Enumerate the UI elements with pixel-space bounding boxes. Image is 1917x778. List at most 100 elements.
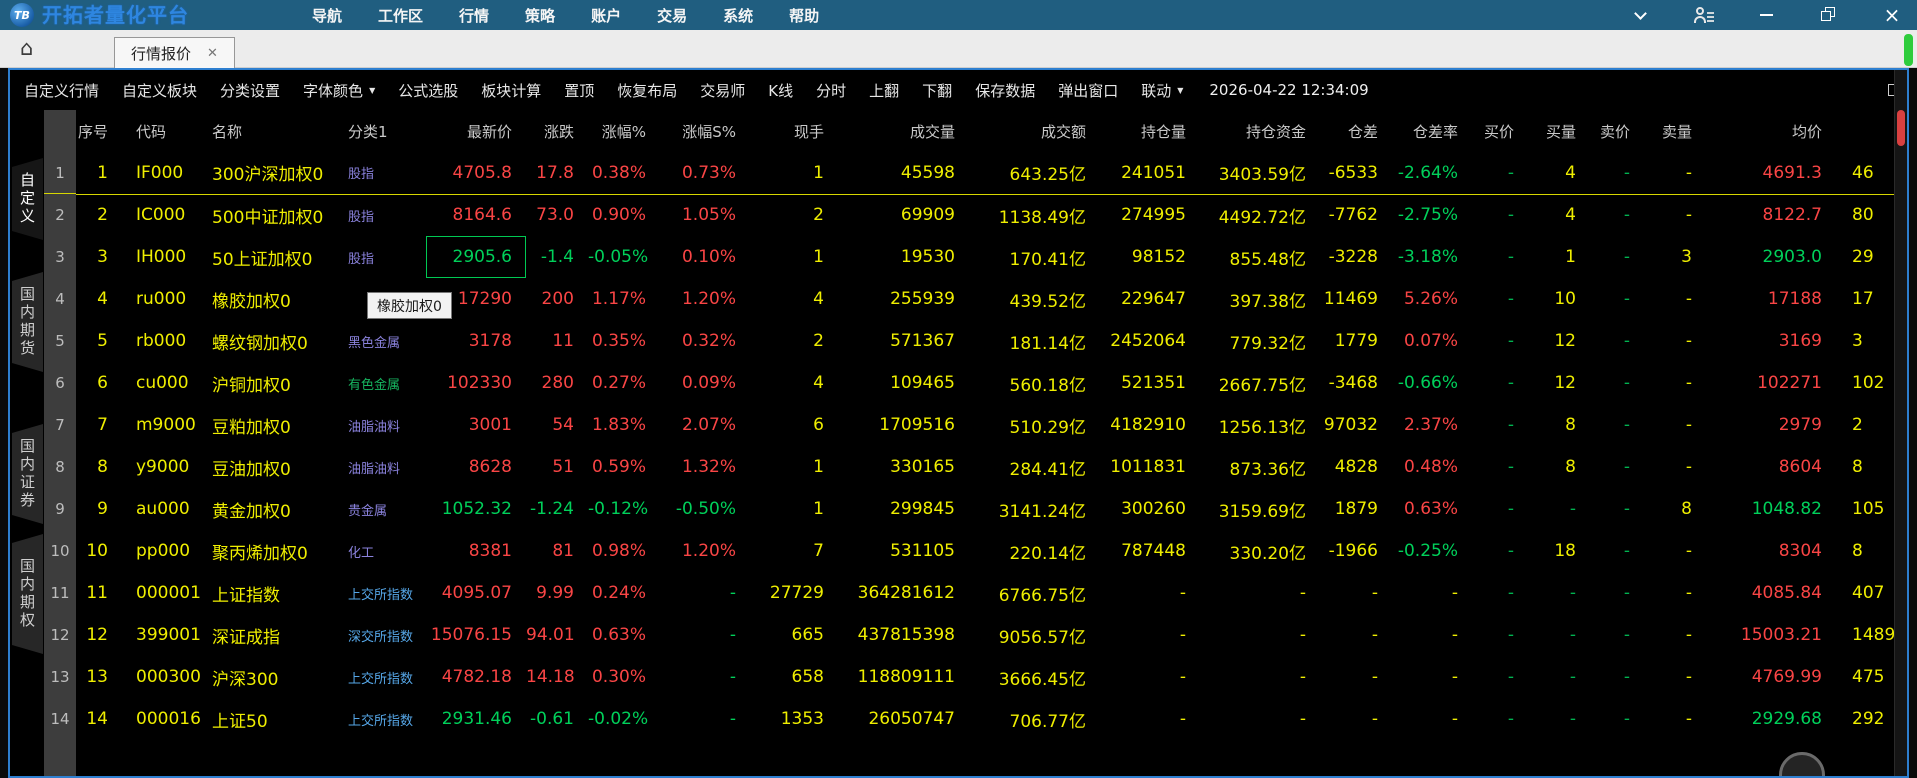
cell-last[interactable]: 8381	[468, 541, 512, 561]
cell-oi_fund[interactable]: -	[1299, 709, 1306, 729]
cell-seq[interactable]: 14	[86, 709, 108, 729]
cell-bid[interactable]: -	[1507, 583, 1514, 603]
cell-volume[interactable]: 26050747	[868, 709, 955, 729]
sidebar-tab-自定义[interactable]: 自定义	[12, 158, 43, 240]
col-header-change[interactable]: 涨跌	[543, 122, 574, 141]
cell-bid[interactable]: -	[1507, 667, 1514, 687]
cell-seq[interactable]: 6	[97, 373, 108, 393]
cell-name[interactable]: 沪铜加权0	[212, 375, 291, 396]
cell-avg[interactable]: 4085.84	[1751, 583, 1822, 603]
cell-oi_diff[interactable]: -	[1371, 709, 1378, 729]
row-number[interactable]: 13	[50, 668, 70, 686]
cell-volume[interactable]: 437815398	[857, 625, 955, 645]
cell-ask[interactable]: -	[1623, 373, 1630, 393]
cell-last[interactable]: 2905.6	[426, 236, 526, 278]
sidebar-tab-国内证券[interactable]: 国内证券	[12, 424, 43, 524]
cell-bid[interactable]: -	[1507, 625, 1514, 645]
menu-item-导航[interactable]: 导航	[312, 6, 343, 25]
cell-turnover[interactable]: 9056.57亿	[998, 627, 1086, 648]
cell-pct[interactable]: 0.35%	[591, 331, 646, 351]
row-number[interactable]: 11	[50, 584, 70, 602]
cell-seq[interactable]: 11	[86, 583, 108, 603]
toolbar-item-字体颜色[interactable]: 字体颜色 ▼	[303, 81, 376, 100]
sidebar-tab-国内期权[interactable]: 国内期权	[12, 534, 43, 654]
cell-open_interest[interactable]: -	[1179, 667, 1186, 687]
cell-oi_fund[interactable]: 779.32亿	[1229, 333, 1306, 354]
cell-pct[interactable]: 0.27%	[591, 373, 646, 393]
cell-code[interactable]: au000	[136, 499, 190, 519]
chevron-down-icon[interactable]	[1631, 6, 1649, 24]
cell-category[interactable]: 油脂油料	[348, 461, 401, 477]
cell-ask[interactable]: -	[1623, 457, 1630, 477]
cell-last[interactable]: 2931.46	[441, 709, 512, 729]
cell-pct_s[interactable]: -	[729, 625, 736, 645]
cell-name[interactable]: 深证成指	[212, 627, 280, 648]
cell-code[interactable]: IC000	[136, 205, 186, 226]
cell-bid[interactable]: -	[1507, 709, 1514, 729]
cell-ask[interactable]: -	[1623, 667, 1630, 687]
toolbar-item-分时[interactable]: 分时	[816, 81, 847, 100]
cell-oi_rate[interactable]: -	[1451, 667, 1458, 687]
cell-name[interactable]: 豆油加权0	[212, 459, 291, 480]
cell-code[interactable]: 000300	[136, 667, 201, 687]
table-row[interactable]: 12 399001 深证成指 深交所指数 15076.15 94.01 0.63% - 665 4…	[76, 614, 1894, 656]
cell-bid_vol[interactable]: -	[1569, 709, 1576, 729]
cell-clipped[interactable]: 8	[1852, 541, 1863, 561]
toolbar-item-K线[interactable]: K线	[768, 81, 794, 100]
cell-last[interactable]: 8628	[468, 457, 512, 477]
toolbar-item-保存数据[interactable]: 保存数据	[975, 81, 1036, 100]
cell-hand[interactable]: 1	[813, 499, 824, 519]
minimize-button[interactable]	[1757, 6, 1775, 24]
menu-item-帮助[interactable]: 帮助	[789, 6, 820, 25]
cell-bid[interactable]: -	[1507, 331, 1514, 351]
cell-oi_diff[interactable]: 1779	[1334, 331, 1378, 351]
cell-turnover[interactable]: 643.25亿	[969, 152, 1100, 195]
cell-code[interactable]: m9000	[136, 415, 196, 435]
cell-code[interactable]: 000001	[136, 583, 201, 603]
cell-oi_diff[interactable]: -	[1371, 625, 1378, 645]
cell-turnover[interactable]: 3666.45亿	[998, 669, 1086, 690]
cell-clipped[interactable]: 2	[1852, 415, 1863, 435]
toolbar-item-板块计算[interactable]: 板块计算	[481, 81, 542, 100]
table-row[interactable]: 3 IH000 50上证加权0 股指 2905.6 -1.4 -0.05% 0.10% 1 195…	[76, 236, 1894, 278]
cell-ask_vol[interactable]: -	[1685, 373, 1692, 393]
cell-name[interactable]: 500中证加权0	[212, 207, 324, 228]
cell-hand[interactable]: 4	[813, 289, 824, 309]
cell-category[interactable]: 深交所指数	[348, 629, 414, 645]
row-number[interactable]: 4	[55, 290, 65, 308]
cell-oi_rate[interactable]: 2.37%	[1403, 415, 1458, 435]
col-header-clipped[interactable]	[1836, 110, 1894, 152]
cell-volume[interactable]: 330165	[890, 457, 955, 477]
cell-clipped[interactable]: 407	[1852, 583, 1885, 603]
cell-oi_diff[interactable]: 11469	[1323, 289, 1378, 309]
col-header-oi_rate[interactable]: 仓差率	[1412, 122, 1458, 141]
cell-clipped[interactable]: 17	[1852, 289, 1874, 309]
cell-pct_s[interactable]: -	[729, 583, 736, 603]
table-row[interactable]: 13 000300 沪深300 上交所指数 4782.18 14.18 0.30% - 658 1…	[76, 656, 1894, 698]
cell-ask[interactable]: -	[1623, 205, 1630, 226]
tab-close-icon[interactable]: ✕	[207, 45, 218, 61]
cell-open_interest[interactable]: 300260	[1121, 499, 1186, 519]
cell-bid_vol[interactable]: 12	[1554, 373, 1576, 393]
cell-hand[interactable]: 1	[750, 152, 838, 195]
cell-bid_vol[interactable]: 4	[1565, 205, 1576, 226]
cell-pct_s[interactable]: 0.73%	[660, 152, 750, 195]
cell-category[interactable]: 化工	[348, 545, 375, 561]
cell-seq[interactable]: 3	[97, 247, 108, 267]
cell-hand[interactable]: 27729	[769, 583, 824, 603]
menu-item-工作区[interactable]: 工作区	[378, 6, 424, 25]
cell-last[interactable]: 4782.18	[441, 667, 512, 687]
cell-oi_diff[interactable]: -	[1371, 583, 1378, 603]
cell-turnover[interactable]: 220.14亿	[1009, 543, 1086, 564]
cell-seq[interactable]: 10	[86, 541, 108, 561]
cell-category[interactable]: 上交所指数	[348, 671, 414, 687]
cell-ask_vol[interactable]: 3	[1681, 247, 1692, 267]
cell-open_interest[interactable]: -	[1179, 709, 1186, 729]
cell-oi_fund[interactable]: 3403.59亿	[1200, 152, 1320, 195]
cell-avg[interactable]: 2979	[1778, 415, 1822, 435]
cell-ask_vol[interactable]: -	[1685, 289, 1692, 309]
table-row[interactable]: 4 ru000 橡胶加权0 17290 200 1.17% 1.20% 4 255939 439.…	[76, 278, 1894, 320]
cell-open_interest[interactable]: 521351	[1121, 373, 1186, 393]
cell-oi_rate[interactable]: -	[1451, 709, 1458, 729]
cell-oi_fund[interactable]: 1256.13亿	[1218, 417, 1306, 438]
